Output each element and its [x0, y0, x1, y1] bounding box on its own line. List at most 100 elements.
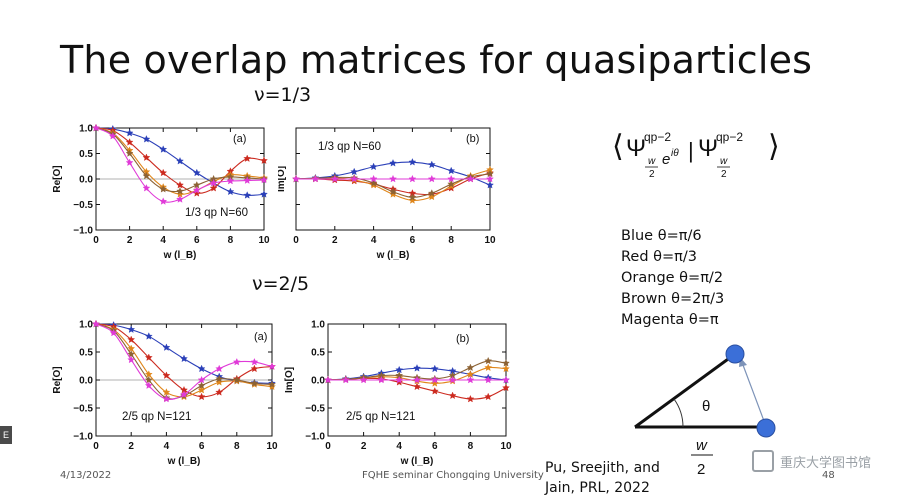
- x-tick-label: 4: [396, 441, 402, 452]
- footer-seminar: FQHE seminar Chongqing University: [362, 470, 544, 481]
- data-point-brown: [502, 359, 510, 367]
- data-point-red: [466, 394, 475, 403]
- footer-date: 4/13/2022: [60, 470, 112, 481]
- data-point-orange: [484, 363, 493, 372]
- y-tick-label: −1.0: [73, 432, 93, 443]
- chart-annotation: 2/5 qp N=121: [346, 411, 415, 423]
- data-point-blue: [486, 180, 494, 189]
- x-tick-label: 0: [93, 441, 99, 452]
- x-tick-label: 2: [332, 235, 338, 246]
- diagram-right-dot: [756, 418, 776, 438]
- data-point-blue: [413, 364, 421, 372]
- data-point-magenta: [427, 174, 436, 183]
- slide-title: The overlap matrices for quasiparticles: [60, 38, 813, 82]
- x-tick-label: 2: [128, 441, 134, 452]
- y-tick-label: −0.5: [73, 404, 93, 415]
- y-tick-label: −1.0: [305, 432, 325, 443]
- data-point-blue: [408, 158, 417, 166]
- library-logo-icon: [752, 450, 774, 472]
- x-tick-label: 8: [228, 235, 234, 246]
- data-point-magenta: [466, 174, 475, 183]
- data-point-brown: [159, 185, 168, 193]
- data-point-magenta: [484, 375, 493, 384]
- x-tick-label: 10: [258, 235, 270, 246]
- y-tick-label: 0.5: [79, 348, 93, 359]
- data-point-red: [484, 392, 493, 401]
- legend-red: Red θ=π/3: [621, 249, 698, 265]
- x-tick-label: 0: [325, 441, 331, 452]
- data-point-brown: [408, 193, 417, 201]
- data-point-brown: [427, 189, 436, 197]
- data-point-orange: [502, 364, 510, 373]
- data-point-blue: [430, 364, 439, 373]
- panel-label: (b): [466, 133, 479, 145]
- data-point-brown: [215, 374, 224, 383]
- y-tick-label: 0.0: [79, 175, 93, 186]
- y-tick-label: 0.0: [311, 376, 325, 387]
- data-point-magenta: [180, 390, 188, 398]
- formula-ket-psi: Ψ: [698, 135, 718, 162]
- data-point-magenta: [192, 186, 201, 194]
- y-tick-label: 1.0: [311, 320, 325, 331]
- data-point-red: [209, 184, 218, 192]
- data-point-brown: [268, 380, 276, 388]
- data-point-red: [144, 353, 153, 361]
- x-tick-label: 10: [266, 441, 278, 452]
- data-point-brown: [142, 171, 151, 180]
- x-axis-label: w (l_B): [167, 456, 201, 467]
- data-point-magenta: [162, 394, 171, 403]
- data-point-red: [127, 335, 136, 344]
- data-point-magenta: [142, 184, 151, 192]
- side-edge-tab[interactable]: E: [0, 426, 12, 444]
- panel-label: (b): [456, 333, 469, 345]
- data-point-magenta: [127, 355, 136, 364]
- formula-phase-exponent: iθ: [671, 148, 679, 159]
- data-point-brown: [197, 381, 206, 389]
- data-point-brown: [484, 356, 493, 365]
- y-tick-label: −0.5: [73, 200, 93, 211]
- y-tick-label: 1.0: [79, 320, 93, 331]
- diagram-slant-line: [634, 352, 736, 429]
- x-tick-label: 4: [160, 235, 166, 246]
- data-point-brown: [250, 379, 259, 387]
- formula-bra-sub-den: 2: [649, 169, 655, 180]
- y-axis-label: Im[O]: [284, 367, 295, 393]
- data-point-magenta: [268, 362, 276, 370]
- data-point-magenta: [243, 176, 252, 184]
- data-point-magenta: [125, 158, 134, 167]
- data-point-brown: [447, 179, 456, 188]
- formula-ket-sub-den: 2: [721, 169, 727, 180]
- data-point-magenta: [341, 375, 350, 384]
- data-point-red: [448, 391, 457, 400]
- section-label-nu-2-5: ν=2/5: [252, 273, 310, 295]
- panel-label: (a): [233, 133, 246, 145]
- data-point-magenta: [226, 176, 235, 185]
- data-point-red: [243, 154, 252, 162]
- data-point-red: [125, 138, 134, 146]
- y-tick-label: 0.5: [79, 149, 93, 160]
- data-point-brown: [125, 149, 134, 157]
- legend-brown: Brown θ=2π/3: [621, 291, 725, 307]
- data-point-blue: [447, 166, 456, 175]
- data-point-blue: [197, 364, 206, 373]
- x-tick-label: 6: [410, 235, 416, 246]
- footer-page-number: 48: [822, 470, 835, 481]
- chart-re-overlap-2-5: 0 2 4 6 8 10 1.0 0.5 0.0 −0.5 −1.0 w (l_B) Re[O] 2/5 …: [50, 312, 284, 468]
- data-point-blue: [243, 191, 252, 199]
- chart-re-overlap-1-3: 0 2 4 6 8 10 1.0 0.5 0.0 −0.5 −1.0 w (l_B) Re[O] 1/3 …: [50, 116, 280, 266]
- x-tick-label: 0: [93, 235, 99, 246]
- data-point-blue: [192, 168, 201, 177]
- data-point-red: [430, 387, 439, 395]
- data-point-magenta: [144, 381, 153, 389]
- x-tick-label: 8: [468, 441, 474, 452]
- data-point-red: [215, 388, 224, 396]
- x-tick-label: 10: [484, 235, 496, 246]
- data-point-magenta: [311, 174, 320, 183]
- panel-label: (a): [254, 331, 267, 343]
- data-point-red: [142, 153, 151, 161]
- data-point-magenta: [159, 197, 168, 205]
- data-point-magenta: [359, 375, 368, 384]
- formula-bra-sub-num: w: [648, 156, 656, 167]
- x-tick-label: 6: [194, 235, 200, 246]
- y-axis-label: Re[O]: [52, 366, 63, 393]
